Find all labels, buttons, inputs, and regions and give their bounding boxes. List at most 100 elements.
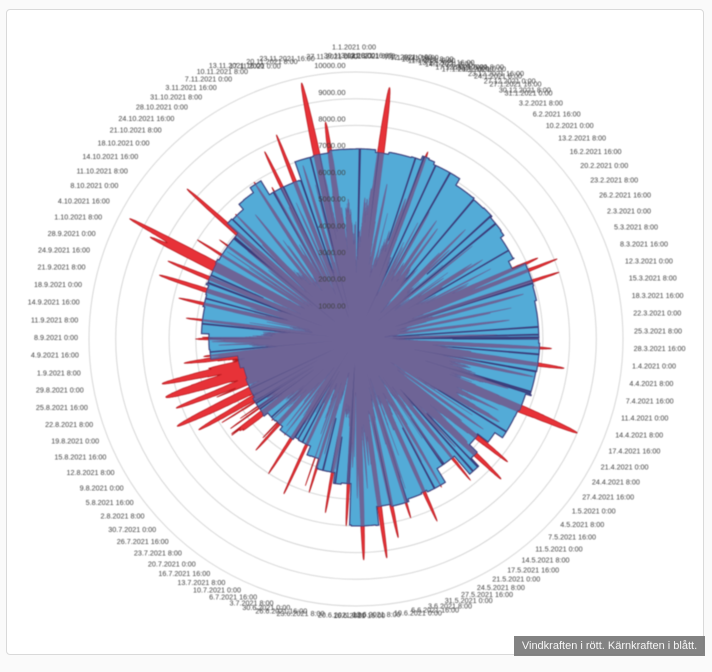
svg-text:6000.00: 6000.00: [318, 168, 345, 177]
svg-text:23.12.2021 16:00: 23.12.2021 16:00: [468, 69, 524, 78]
svg-text:6.2.2021 16:00: 6.2.2021 16:00: [533, 110, 581, 119]
svg-text:28.3.2021 16:00: 28.3.2021 16:00: [634, 344, 686, 353]
svg-text:3.12.2021 16:00: 3.12.2021 16:00: [341, 51, 393, 60]
svg-text:10.6.2021 0:00: 10.6.2021 0:00: [394, 608, 442, 617]
svg-text:29.8.2021 0:00: 29.8.2021 0:00: [36, 386, 84, 395]
svg-text:8000.00: 8000.00: [318, 115, 345, 124]
svg-text:16.7.2021 16:00: 16.7.2021 16:00: [158, 569, 210, 578]
svg-text:7.4.2021 16:00: 7.4.2021 16:00: [626, 397, 674, 406]
svg-text:18.10.2021 0:00: 18.10.2021 0:00: [98, 139, 150, 148]
svg-text:12.8.2021 8:00: 12.8.2021 8:00: [67, 468, 115, 477]
svg-text:2.3.2021 0:00: 2.3.2021 0:00: [607, 206, 651, 215]
svg-text:13.6.2021 8:00: 13.6.2021 8:00: [353, 610, 401, 619]
svg-text:11.5.2021 0:00: 11.5.2021 0:00: [535, 544, 582, 553]
svg-text:21.5.2021 0:00: 21.5.2021 0:00: [492, 575, 540, 584]
svg-text:13.12.2021 16:00: 13.12.2021 16:00: [419, 58, 475, 67]
svg-text:7.12.2021 0:00: 7.12.2021 0:00: [384, 52, 432, 61]
svg-text:1.4.2021 0:00: 1.4.2021 0:00: [632, 362, 676, 371]
svg-text:8.10.2021 0:00: 8.10.2021 0:00: [70, 181, 118, 190]
svg-text:8.3.2021 16:00: 8.3.2021 16:00: [620, 239, 668, 248]
svg-text:4.4.2021 8:00: 4.4.2021 8:00: [629, 379, 673, 388]
svg-text:21.10.2021 8:00: 21.10.2021 8:00: [110, 126, 162, 135]
svg-text:20.7.2021 0:00: 20.7.2021 0:00: [148, 559, 196, 568]
svg-text:7.5.2021 16:00: 7.5.2021 16:00: [548, 533, 596, 542]
svg-text:23.7.2021 8:00: 23.7.2021 8:00: [134, 549, 182, 558]
svg-text:28.9.2021 0:00: 28.9.2021 0:00: [48, 229, 96, 238]
svg-text:13.7.2021 8:00: 13.7.2021 8:00: [177, 578, 225, 587]
svg-text:24.5.2021 8:00: 24.5.2021 8:00: [477, 583, 525, 592]
svg-text:14.9.2021 16:00: 14.9.2021 16:00: [28, 298, 80, 307]
svg-text:17.5.2021 16:00: 17.5.2021 16:00: [507, 566, 559, 575]
svg-text:1.10.2021 8:00: 1.10.2021 8:00: [54, 213, 102, 222]
svg-text:4.5.2021 8:00: 4.5.2021 8:00: [560, 520, 604, 529]
svg-text:4.1.2021 8:00: 4.1.2021 8:00: [351, 52, 395, 61]
svg-text:11.9.2021 8:00: 11.9.2021 8:00: [31, 315, 78, 324]
svg-text:22.8.2021 8:00: 22.8.2021 8:00: [45, 420, 93, 429]
svg-text:24.9.2021 16:00: 24.9.2021 16:00: [38, 246, 90, 255]
svg-text:25.8.2021 16:00: 25.8.2021 16:00: [36, 403, 88, 412]
svg-text:4000.00: 4000.00: [318, 221, 345, 230]
svg-text:10.12.2021 8:00: 10.12.2021 8:00: [402, 55, 454, 64]
svg-text:1.1.2021 0:00: 1.1.2021 0:00: [332, 43, 376, 52]
svg-text:10.7.2021 0:00: 10.7.2021 0:00: [193, 586, 241, 595]
svg-text:20.2.2021 0:00: 20.2.2021 0:00: [580, 161, 628, 170]
svg-text:16.2.2021 16:00: 16.2.2021 16:00: [570, 147, 622, 156]
svg-text:24.10.2021 16:00: 24.10.2021 16:00: [118, 114, 174, 123]
svg-text:13.2.2021 8:00: 13.2.2021 8:00: [558, 134, 606, 143]
svg-text:5000.00: 5000.00: [318, 195, 345, 204]
svg-text:1000.00: 1000.00: [318, 301, 345, 310]
svg-text:31.5.2021 0:00: 31.5.2021 0:00: [445, 596, 493, 605]
svg-text:14.10.2021 16:00: 14.10.2021 16:00: [82, 152, 138, 161]
svg-text:7.1.2021 16:00: 7.1.2021 16:00: [391, 53, 439, 62]
svg-text:27.1.2021 16:00: 27.1.2021 16:00: [490, 80, 542, 89]
svg-text:13.11.2021 16:00: 13.11.2021 16:00: [209, 61, 264, 70]
svg-text:1.9.2021 8:00: 1.9.2021 8:00: [37, 368, 81, 377]
svg-text:8.9.2021 0:00: 8.9.2021 0:00: [34, 333, 78, 342]
svg-text:30.6.2021 0:00: 30.6.2021 0:00: [242, 603, 290, 612]
svg-text:27.12.2021 0:00: 27.12.2021 0:00: [484, 77, 536, 86]
svg-text:9000.00: 9000.00: [318, 88, 345, 97]
svg-text:16.6.2021 16:00: 16.6.2021 16:00: [333, 611, 385, 620]
svg-text:3.7.2021 8:00: 3.7.2021 8:00: [230, 598, 274, 607]
svg-text:1.5.2021 0:00: 1.5.2021 0:00: [572, 507, 616, 516]
svg-text:31.1.2021 0:00: 31.1.2021 0:00: [505, 89, 553, 98]
svg-text:3.11.2021 16:00: 3.11.2021 16:00: [165, 83, 216, 92]
svg-text:22.3.2021 0:00: 22.3.2021 0:00: [633, 309, 681, 318]
svg-text:18.3.2021 16:00: 18.3.2021 16:00: [632, 291, 684, 300]
svg-text:18.9.2021 0:00: 18.9.2021 0:00: [34, 280, 82, 289]
svg-text:20.11.2021 8:00: 20.11.2021 8:00: [246, 57, 297, 66]
svg-text:5.3.2021 8:00: 5.3.2021 8:00: [614, 223, 658, 232]
svg-text:26.2.2021 16:00: 26.2.2021 16:00: [599, 191, 651, 200]
svg-text:21.4.2021 0:00: 21.4.2021 0:00: [601, 462, 649, 471]
svg-text:2000.00: 2000.00: [318, 275, 345, 284]
svg-text:24.1.2021 8:00: 24.1.2021 8:00: [474, 72, 522, 81]
svg-text:5.8.2021 16:00: 5.8.2021 16:00: [86, 498, 134, 507]
svg-text:26.7.2021 16:00: 26.7.2021 16:00: [117, 537, 169, 546]
svg-text:6.6.2021 16:00: 6.6.2021 16:00: [411, 605, 459, 614]
svg-text:23.2.2021 8:00: 23.2.2021 8:00: [590, 176, 638, 185]
svg-text:19.8.2021 0:00: 19.8.2021 0:00: [51, 436, 99, 445]
svg-text:21.9.2021 8:00: 21.9.2021 8:00: [38, 263, 86, 272]
svg-text:7.11.2021 0:00: 7.11.2021 0:00: [185, 75, 232, 84]
svg-text:4.9.2021 16:00: 4.9.2021 16:00: [31, 351, 79, 360]
svg-text:14.1.2021 8:00: 14.1.2021 8:00: [425, 60, 473, 69]
svg-text:3.2.2021 8:00: 3.2.2021 8:00: [519, 99, 563, 108]
svg-text:17.1.2021 16:00: 17.1.2021 16:00: [442, 65, 494, 74]
svg-text:23.6.2021 8:00: 23.6.2021 8:00: [277, 609, 325, 618]
svg-text:6.7.2021 16:00: 6.7.2021 16:00: [209, 593, 257, 602]
svg-text:25.3.2021 8:00: 25.3.2021 8:00: [634, 326, 682, 335]
svg-text:10000.00: 10000.00: [314, 61, 345, 70]
svg-text:17.4.2021 16:00: 17.4.2021 16:00: [608, 447, 660, 456]
svg-text:10.11.2021 8:00: 10.11.2021 8:00: [197, 67, 248, 76]
svg-text:9.8.2021 0:00: 9.8.2021 0:00: [80, 483, 124, 492]
svg-text:17.11.2021 0:00: 17.11.2021 0:00: [229, 61, 280, 70]
svg-text:10.2.2021 0:00: 10.2.2021 0:00: [546, 121, 594, 130]
svg-text:7000.00: 7000.00: [318, 141, 345, 150]
svg-text:11.10.2021 8:00: 11.10.2021 8:00: [76, 166, 127, 175]
svg-text:2.8.2021 8:00: 2.8.2021 8:00: [101, 512, 145, 521]
svg-text:24.4.2021 8:00: 24.4.2021 8:00: [592, 478, 640, 487]
svg-text:21.1.2021 0:00: 21.1.2021 0:00: [458, 65, 506, 74]
svg-text:11.4.2021 0:00: 11.4.2021 0:00: [621, 414, 668, 423]
svg-text:15.8.2021 16:00: 15.8.2021 16:00: [54, 453, 106, 462]
svg-text:17.12.2021 0:00: 17.12.2021 0:00: [435, 63, 487, 72]
